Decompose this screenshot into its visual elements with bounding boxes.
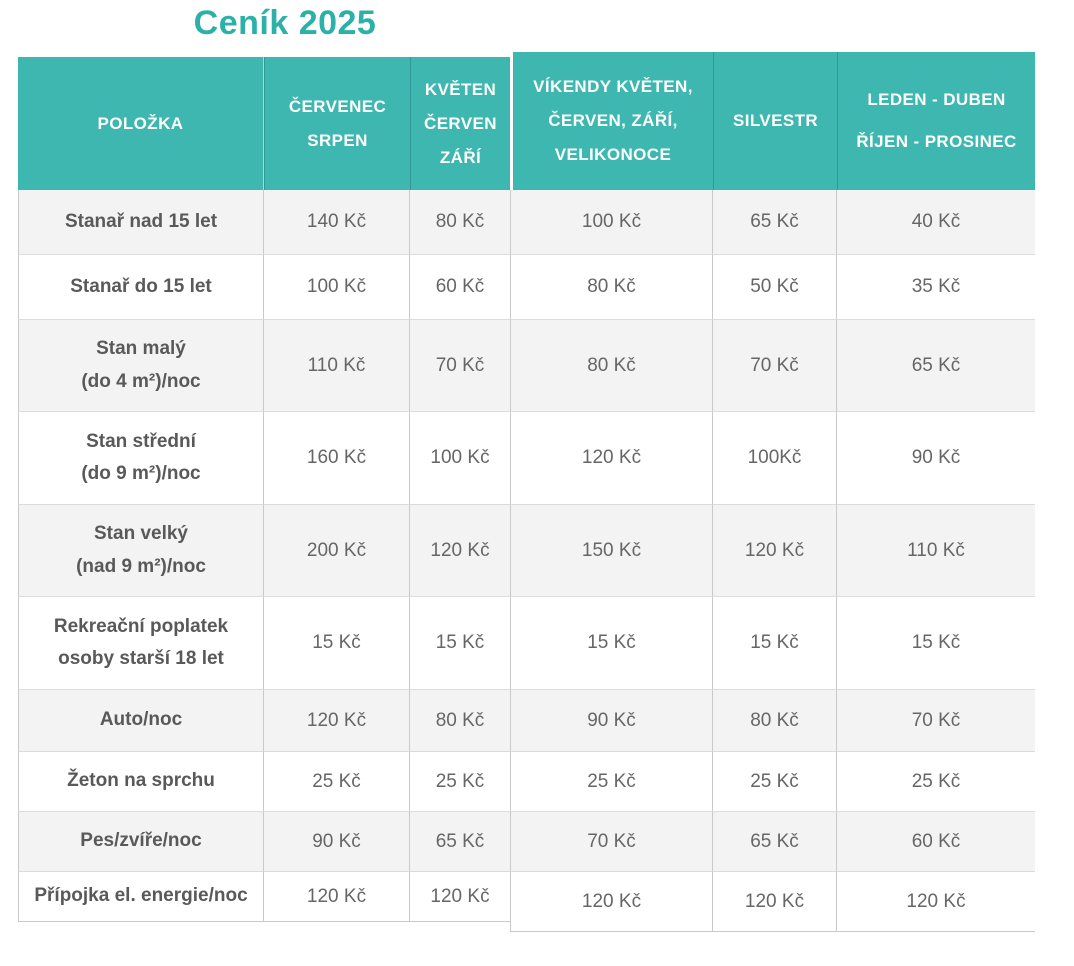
price-cell: 120 Kč [510, 872, 713, 932]
price-cell: 100Kč [713, 412, 837, 505]
price-cell: 150 Kč [510, 505, 713, 597]
table-row: 80 Kč 70 Kč 65 Kč [510, 320, 1035, 412]
table-row: 100 Kč 65 Kč 40 Kč [510, 190, 1035, 255]
table-row: Přípojka el. energie/noc 120 Kč 120 Kč [18, 872, 510, 922]
header-cell-polozka: POLOŽKA [18, 57, 264, 190]
table-row: 15 Kč 15 Kč 15 Kč [510, 597, 1035, 690]
price-cell: 65 Kč [713, 812, 837, 872]
table-row: 150 Kč 120 Kč 110 Kč [510, 505, 1035, 597]
item-cell: Stan velký (nad 9 m²)/noc [18, 505, 264, 597]
price-cell: 120 Kč [713, 505, 837, 597]
price-cell: 35 Kč [837, 255, 1035, 320]
item-cell: Pes/zvíře/noc [18, 812, 264, 872]
table-row: 120 Kč 100Kč 90 Kč [510, 412, 1035, 505]
price-cell: 90 Kč [510, 690, 713, 752]
item-cell: Auto/noc [18, 690, 264, 752]
price-cell: 25 Kč [713, 752, 837, 812]
price-cell: 15 Kč [837, 597, 1035, 690]
price-cell: 65 Kč [410, 812, 510, 872]
table-header-row: POLOŽKA ČERVENEC SRPEN KVĚTEN ČERVEN ZÁŘ… [18, 57, 510, 190]
price-cell: 25 Kč [837, 752, 1035, 812]
table-row: Stanař do 15 let 100 Kč 60 Kč [18, 255, 510, 320]
price-cell: 200 Kč [264, 505, 410, 597]
price-cell: 60 Kč [410, 255, 510, 320]
table-row: 70 Kč 65 Kč 60 Kč [510, 812, 1035, 872]
price-cell: 70 Kč [410, 320, 510, 412]
price-cell: 120 Kč [264, 872, 410, 922]
price-cell: 70 Kč [510, 812, 713, 872]
table-header-row: VÍKENDY KVĚTEN, ČERVEN, ZÁŘÍ, VELIKONOCE… [510, 52, 1035, 190]
price-cell: 15 Kč [410, 597, 510, 690]
price-cell: 120 Kč [713, 872, 837, 932]
price-cell: 65 Kč [713, 190, 837, 255]
price-cell: 25 Kč [510, 752, 713, 812]
price-cell: 25 Kč [410, 752, 510, 812]
table-row: 90 Kč 80 Kč 70 Kč [510, 690, 1035, 752]
price-cell: 80 Kč [410, 690, 510, 752]
price-cell: 160 Kč [264, 412, 410, 505]
price-cell: 120 Kč [510, 412, 713, 505]
price-cell: 140 Kč [264, 190, 410, 255]
price-cell: 80 Kč [510, 255, 713, 320]
price-cell: 15 Kč [264, 597, 410, 690]
price-cell: 15 Kč [713, 597, 837, 690]
item-cell: Rekreační poplatek osoby starší 18 let [18, 597, 264, 690]
item-cell: Stanař nad 15 let [18, 190, 264, 255]
price-cell: 100 Kč [410, 412, 510, 505]
header-cell-vikendy: VÍKENDY KVĚTEN, ČERVEN, ZÁŘÍ, VELIKONOCE [510, 52, 713, 190]
price-cell: 90 Kč [837, 412, 1035, 505]
price-cell: 120 Kč [410, 505, 510, 597]
price-cell: 80 Kč [713, 690, 837, 752]
item-cell: Žeton na sprchu [18, 752, 264, 812]
header-cell-kveten-cerven-zari: KVĚTEN ČERVEN ZÁŘÍ [410, 57, 510, 190]
price-cell: 70 Kč [713, 320, 837, 412]
header-cell-silvestr: SILVESTR [713, 52, 837, 190]
price-cell: 110 Kč [837, 505, 1035, 597]
price-table-left-block: POLOŽKA ČERVENEC SRPEN KVĚTEN ČERVEN ZÁŘ… [18, 57, 510, 922]
table-row: Rekreační poplatek osoby starší 18 let 1… [18, 597, 510, 690]
header-cell-cervenec-srpen: ČERVENEC SRPEN [264, 57, 410, 190]
price-cell: 50 Kč [713, 255, 837, 320]
item-cell: Stan střední (do 9 m²)/noc [18, 412, 264, 505]
price-cell: 100 Kč [264, 255, 410, 320]
price-cell: 110 Kč [264, 320, 410, 412]
item-cell: Přípojka el. energie/noc [18, 872, 264, 922]
price-cell: 60 Kč [837, 812, 1035, 872]
price-cell: 90 Kč [264, 812, 410, 872]
price-cell: 65 Kč [837, 320, 1035, 412]
price-cell: 80 Kč [410, 190, 510, 255]
price-table-right-block: VÍKENDY KVĚTEN, ČERVEN, ZÁŘÍ, VELIKONOCE… [510, 52, 1035, 932]
table-row: Auto/noc 120 Kč 80 Kč [18, 690, 510, 752]
table-row: 120 Kč 120 Kč 120 Kč [510, 872, 1035, 932]
price-cell: 15 Kč [510, 597, 713, 690]
table-row: Stan střední (do 9 m²)/noc 160 Kč 100 Kč [18, 412, 510, 505]
table-row: Stan malý (do 4 m²)/noc 110 Kč 70 Kč [18, 320, 510, 412]
item-cell: Stanař do 15 let [18, 255, 264, 320]
price-cell: 80 Kč [510, 320, 713, 412]
price-cell: 70 Kč [837, 690, 1035, 752]
table-row: 25 Kč 25 Kč 25 Kč [510, 752, 1035, 812]
price-cell: 120 Kč [264, 690, 410, 752]
price-cell: 120 Kč [410, 872, 510, 922]
price-cell: 100 Kč [510, 190, 713, 255]
table-row: 80 Kč 50 Kč 35 Kč [510, 255, 1035, 320]
table-row: Pes/zvíře/noc 90 Kč 65 Kč [18, 812, 510, 872]
table-row: Žeton na sprchu 25 Kč 25 Kč [18, 752, 510, 812]
header-cell-leden-duben-rijen-prosinec: LEDEN - DUBEN ŘÍJEN - PROSINEC [837, 52, 1035, 190]
page-title: Ceník 2025 [193, 4, 377, 42]
table-row: Stan velký (nad 9 m²)/noc 200 Kč 120 Kč [18, 505, 510, 597]
table-row: Stanař nad 15 let 140 Kč 80 Kč [18, 190, 510, 255]
price-cell: 120 Kč [837, 872, 1035, 932]
item-cell: Stan malý (do 4 m²)/noc [18, 320, 264, 412]
price-cell: 40 Kč [837, 190, 1035, 255]
price-cell: 25 Kč [264, 752, 410, 812]
